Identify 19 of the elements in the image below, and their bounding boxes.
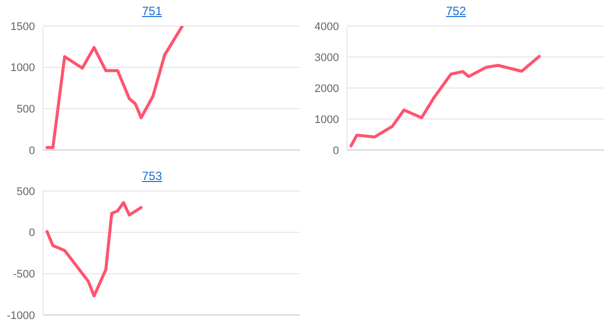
y-tick-label: 0 [28, 227, 35, 240]
y-tick-label: 500 [16, 104, 35, 116]
y-tick-label: 500 [16, 186, 35, 198]
y-tick-label: 3000 [314, 52, 339, 64]
y-tick-label: 1000 [10, 62, 35, 74]
chart-title: 751 [140, 3, 164, 20]
line-series [350, 54, 541, 148]
y-tick-label: 2000 [314, 82, 339, 95]
line-series [46, 26, 184, 150]
y-tick-label: 1500 [10, 20, 35, 33]
line-series [46, 201, 143, 298]
chart-title: 753 [140, 168, 164, 185]
y-tick-label: 1000 [314, 114, 339, 126]
y-tick-label: -500 [12, 268, 35, 281]
y-tick-label: 0 [332, 144, 339, 157]
y-tick-label: 4000 [314, 20, 339, 33]
chart-title: 752 [444, 3, 468, 20]
y-tick-label: -1000 [6, 310, 35, 322]
y-tick-label: 0 [28, 144, 35, 157]
